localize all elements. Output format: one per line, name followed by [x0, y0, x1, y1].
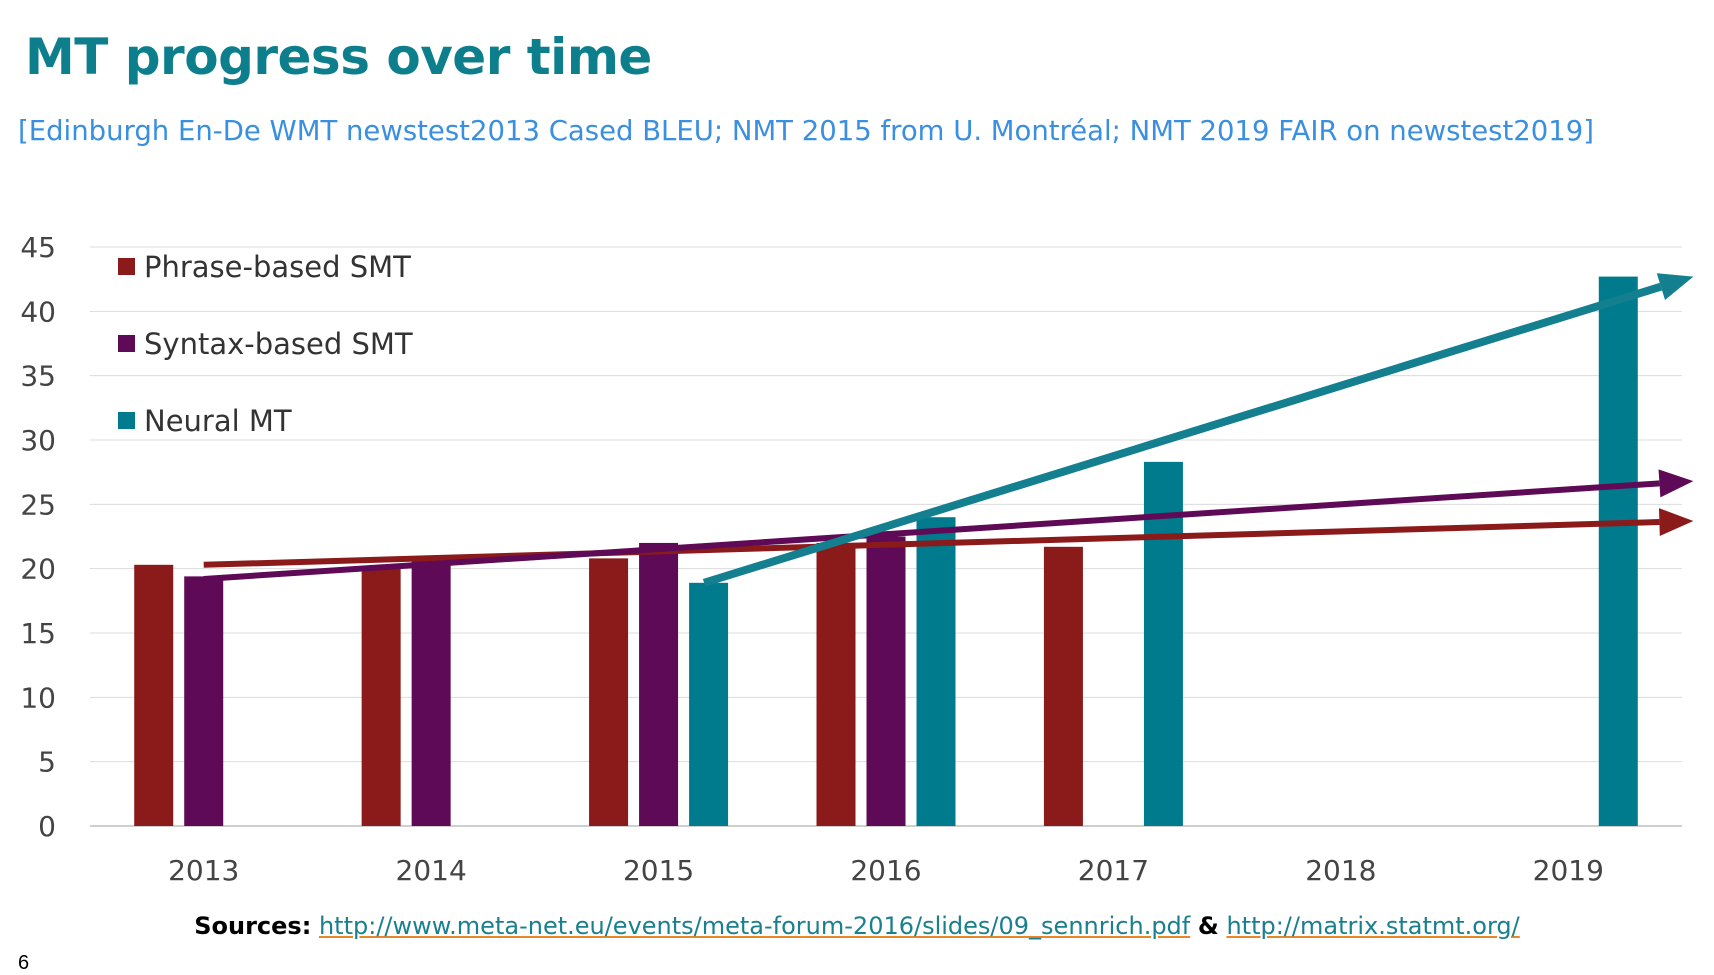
legend-label-syntax-based-smt: Syntax-based SMT [144, 327, 413, 361]
bar-syntax-based-smt-2014 [411, 559, 451, 826]
y-tick-label: 10 [20, 681, 56, 714]
bar-syntax-based-smt-2013 [184, 576, 224, 826]
sources-ampersand: & [1197, 912, 1219, 940]
y-tick-label: 30 [20, 424, 56, 457]
y-tick-label: 0 [38, 810, 56, 843]
trend-arrowhead-syntax-based-smt [1658, 469, 1694, 498]
source-link-sennrich[interactable]: http://www.meta-net.eu/events/meta-forum… [318, 912, 1191, 940]
bar-syntax-based-smt-2015 [639, 542, 679, 826]
bar-phrase-based-smt-2016 [816, 542, 856, 826]
bar-neural-mt-2019 [1598, 276, 1638, 826]
bar-phrase-based-smt-2015 [589, 558, 629, 826]
x-tick-label: 2015 [623, 854, 694, 887]
bar-neural-mt-2017 [1143, 461, 1183, 826]
sources-line: Sources: http://www.meta-net.eu/events/m… [0, 912, 1714, 940]
y-tick-label: 45 [20, 231, 56, 264]
trend-arrow-neural-mt [702, 282, 1663, 587]
x-tick-label: 2017 [1078, 854, 1149, 887]
y-tick-label: 5 [38, 746, 56, 779]
x-tick-label: 2016 [850, 854, 921, 887]
bar-neural-mt-2016 [916, 517, 956, 826]
slide-title: MT progress over time [25, 28, 652, 86]
sources-label: Sources: [194, 912, 312, 940]
y-tick-label: 40 [20, 295, 56, 328]
bar-neural-mt-2015 [689, 582, 729, 826]
x-tick-label: 2014 [396, 854, 467, 887]
legend-swatch-neural-mt [118, 412, 135, 429]
bleu-bar-chart: 0 5 10 15 20 25 30 35 40 45 2013 2014 2015 2016 2017 20… [20, 231, 1694, 887]
axis-ticks: 0 5 10 15 20 25 30 35 40 45 2013 2014 2015 2016 2017 20… [20, 231, 1604, 887]
legend-label-phrase-based-smt: Phrase-based SMT [144, 250, 411, 284]
legend-label-neural-mt: Neural MT [144, 404, 292, 438]
trend-arrowhead-phrase-based-smt [1658, 508, 1694, 537]
y-tick-label: 20 [20, 553, 56, 586]
trend-arrow-syntax-based-smt [203, 480, 1660, 582]
source-link-statmt[interactable]: http://matrix.statmt.org/ [1226, 912, 1520, 940]
bar-phrase-based-smt-2013 [134, 564, 174, 826]
x-tick-label: 2013 [168, 854, 239, 887]
trend-arrows [203, 273, 1694, 587]
y-tick-label: 35 [20, 360, 56, 393]
x-tick-label: 2019 [1533, 854, 1604, 887]
legend-swatch-phrase-based-smt [118, 258, 135, 275]
x-tick-label: 2018 [1305, 854, 1376, 887]
bar-phrase-based-smt-2017 [1043, 546, 1083, 826]
y-tick-label: 25 [20, 488, 56, 521]
bars [134, 276, 1638, 826]
y-tick-label: 15 [20, 617, 56, 650]
slide-subtitle: [Edinburgh En-De WMT newstest2013 Cased … [18, 115, 1594, 147]
bar-phrase-based-smt-2014 [361, 568, 401, 826]
legend: Phrase-based SMT Syntax-based SMT Neural M… [118, 250, 413, 438]
trend-arrow-phrase-based-smt [203, 519, 1660, 568]
trend-arrowhead-neural-mt [1656, 273, 1694, 301]
bar-syntax-based-smt-2016 [866, 536, 906, 826]
page-number: 6 [18, 952, 30, 974]
legend-swatch-syntax-based-smt [118, 335, 135, 352]
